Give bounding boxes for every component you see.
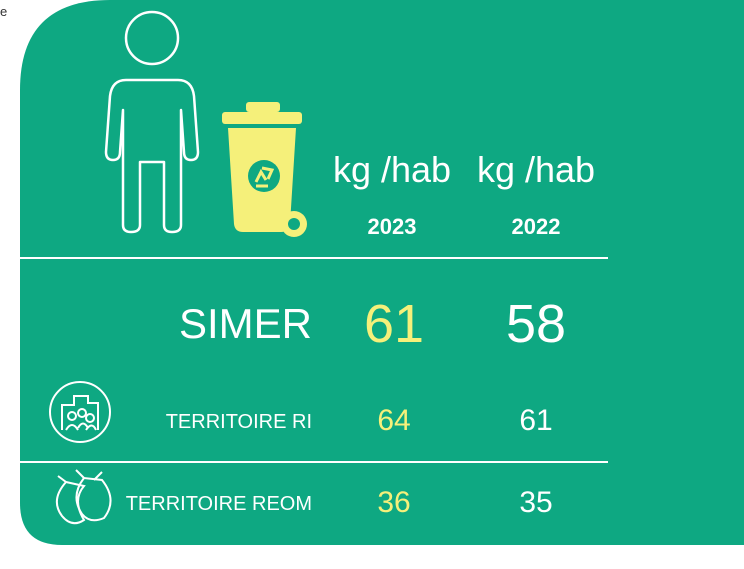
- waste-bags-icon: [55, 469, 112, 525]
- unit-label: kg /hab: [333, 149, 451, 190]
- value-2023: 61: [364, 294, 424, 354]
- value-2022: 58: [506, 294, 566, 354]
- year-label: 2022: [512, 214, 561, 239]
- row-name: SIMER: [179, 300, 312, 347]
- territory-icon: [49, 381, 111, 443]
- panel-background: [20, 0, 744, 545]
- recycling-bin-icon: [222, 102, 307, 237]
- person-icon: [104, 10, 200, 234]
- year-label: 2023: [368, 214, 417, 239]
- value-2023: 64: [377, 404, 410, 437]
- row-name: TERRITOIRE REOM: [126, 493, 312, 515]
- stray-text: e: [0, 4, 7, 19]
- value-2022: 35: [519, 486, 552, 519]
- unit-label: kg /hab: [477, 149, 595, 190]
- value-2023: 36: [377, 486, 410, 519]
- row-name: TERRITOIRE RI: [166, 411, 312, 433]
- value-2022: 61: [519, 404, 552, 437]
